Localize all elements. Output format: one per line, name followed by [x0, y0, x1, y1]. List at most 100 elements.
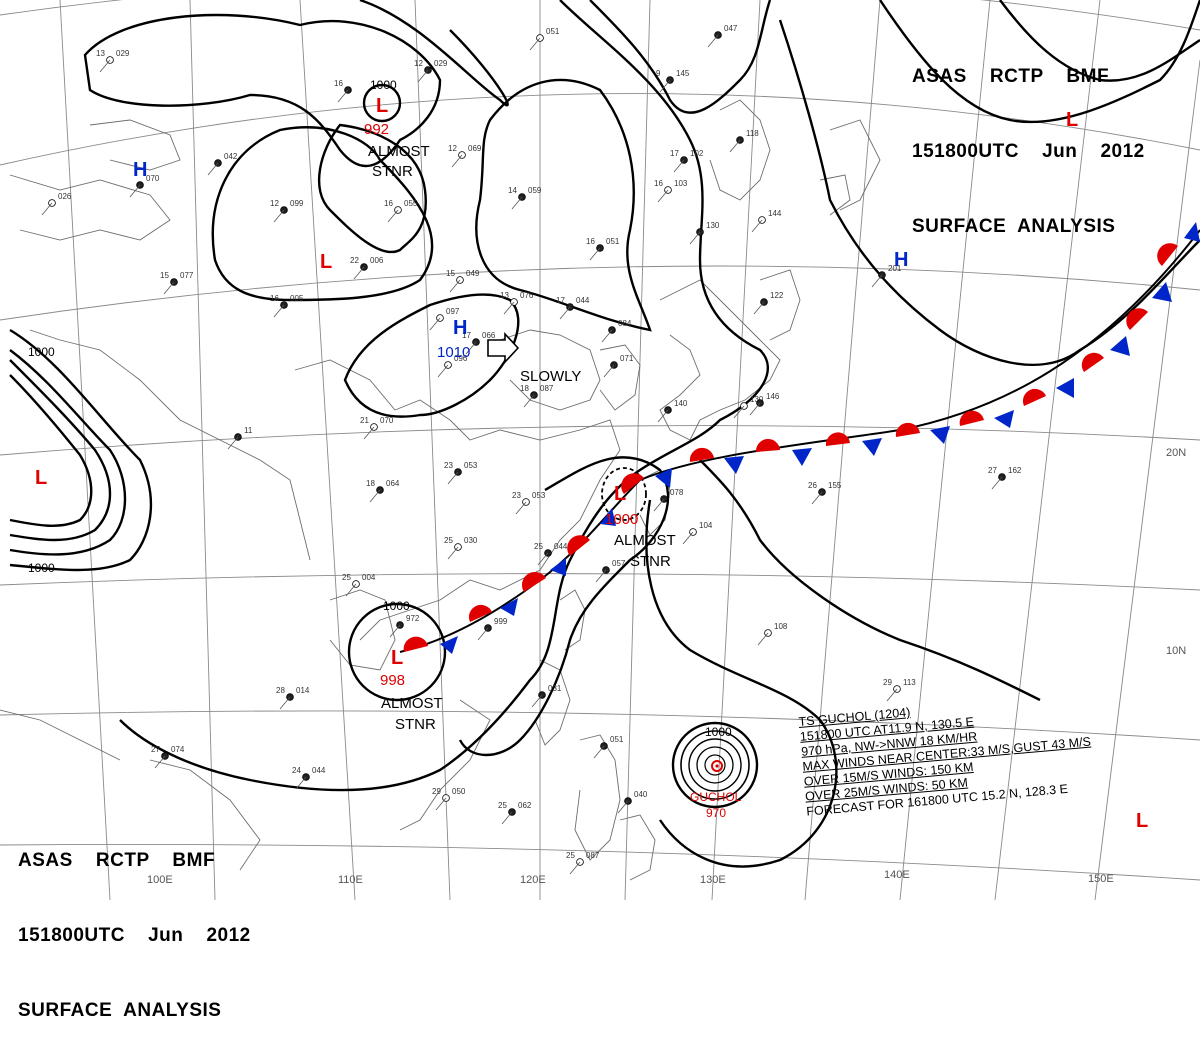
station-plot: 972 [389, 614, 420, 638]
station-temperature: 22 [350, 256, 359, 265]
station-temperature: 25 [534, 542, 543, 551]
wind-barb [207, 162, 219, 176]
lon-label: 120E [520, 874, 546, 886]
station-temperature: 25 [498, 801, 507, 810]
station-pressure: 004 [362, 573, 376, 582]
station-pressure: 062 [518, 801, 532, 810]
station-pressure: 070 [146, 174, 160, 183]
station-plot: 23 053 [512, 491, 546, 515]
station-pressure: 051 [610, 735, 624, 744]
lon-label: 110E [338, 874, 363, 886]
wind-barb [99, 59, 111, 73]
station-plot: 28 014 [276, 686, 310, 710]
wind-barb [129, 184, 141, 198]
station-plot: 26 155 [808, 481, 842, 505]
station-plot: 18 087 [520, 384, 554, 408]
station-pressure: 053 [464, 461, 478, 470]
motion-label: ALMOST [368, 143, 430, 160]
isobar-label: 1000 [705, 725, 732, 739]
lon-label: 130E [700, 874, 726, 886]
wind-barb [369, 489, 381, 503]
wind-barb [729, 139, 741, 153]
station-plot: 070 [129, 174, 160, 198]
typhoon-name: GUCHOL [690, 790, 742, 804]
lat-label: 10N [1166, 645, 1186, 657]
station-pressure: 071 [620, 354, 634, 363]
station-temperature: 21 [360, 416, 369, 425]
station-plot: 29 050 [432, 787, 466, 811]
low-center-symbol: L [320, 251, 332, 273]
station-pressure: 051 [546, 27, 560, 36]
station-pressure: 066 [482, 331, 496, 340]
station-plot: 11 [227, 426, 253, 450]
graticule [0, 0, 1200, 900]
station-pressure: 108 [774, 622, 788, 631]
motion-label: ALMOST [381, 695, 443, 712]
station-pressure: 113 [903, 678, 916, 687]
station-pressure: 005 [290, 294, 304, 303]
station-temperature: 25 [566, 851, 575, 860]
wind-barb [603, 364, 615, 378]
wind-barb [429, 317, 441, 331]
station-pressure: 103 [674, 179, 688, 188]
wind-barb [337, 89, 349, 103]
wind-barb [163, 281, 175, 295]
station-pressure: 076 [520, 291, 534, 300]
station-plot: 999 [477, 617, 508, 641]
wind-barb [353, 266, 365, 280]
station-plot: 146 [749, 392, 780, 416]
lon-label: 150E [1088, 873, 1114, 885]
wind-barb [154, 755, 166, 769]
station-pressure: 029 [434, 59, 448, 68]
station-plot: 047 [707, 24, 738, 48]
station-plot: 144 [751, 209, 782, 233]
motion-label: SLOWLY [520, 368, 581, 385]
lon-label: 100E [147, 874, 173, 886]
lat-label: 20N [1166, 447, 1186, 459]
station-plot: 042 [207, 152, 238, 176]
station-temperature: 12 [270, 199, 279, 208]
station-pressure: 030 [464, 536, 478, 545]
station-pressure: 014 [296, 686, 310, 695]
high-center-symbol: H [453, 317, 467, 339]
header-bottom-left: ASAS RCTP BMF 151800UTC Jun 2012 SURFACE… [18, 798, 251, 1048]
isobars [9, 0, 1200, 868]
station-plot: 071 [603, 354, 634, 378]
station-pressure: 999 [494, 617, 508, 626]
station-plot: 13 076 [500, 291, 534, 315]
station-pressure: 084 [618, 319, 632, 328]
wind-barb [659, 79, 671, 93]
low-center-symbol: L [614, 483, 626, 505]
station-plot: 026 [41, 192, 72, 216]
station-pressure: 145 [676, 69, 690, 78]
wind-barb [447, 471, 459, 485]
wind-barb [451, 154, 463, 168]
wind-barb [689, 231, 701, 245]
longitude-labels: 110E 120E 130E 140E 150E 100E 20N 10N [147, 447, 1186, 886]
wind-barb [389, 624, 401, 638]
station-pressure: 074 [171, 745, 185, 754]
wind-barb [811, 491, 823, 505]
station-plot: 18 064 [366, 479, 400, 503]
station-pressure: 155 [828, 481, 842, 490]
wind-barb [227, 436, 239, 450]
low-center-symbol: L [1066, 109, 1078, 131]
station-temperature: 15 [446, 269, 455, 278]
station-temperature: 24 [292, 766, 301, 775]
wind-barb [273, 209, 285, 223]
wind-barb [417, 69, 429, 83]
wind-barb [501, 811, 513, 825]
coastlines [0, 99, 881, 881]
station-temperature: 16 [334, 79, 343, 88]
station-temperature: 15 [160, 271, 169, 280]
station-plot: 084 [601, 319, 632, 343]
wind-barb [447, 546, 459, 560]
wind-barb [363, 426, 375, 440]
wind-barb [757, 632, 769, 646]
wind-barb [449, 279, 461, 293]
station-plot: 15 049 [446, 269, 480, 293]
station-plot: 130 [689, 221, 720, 245]
station-pressure: 044 [576, 296, 590, 305]
